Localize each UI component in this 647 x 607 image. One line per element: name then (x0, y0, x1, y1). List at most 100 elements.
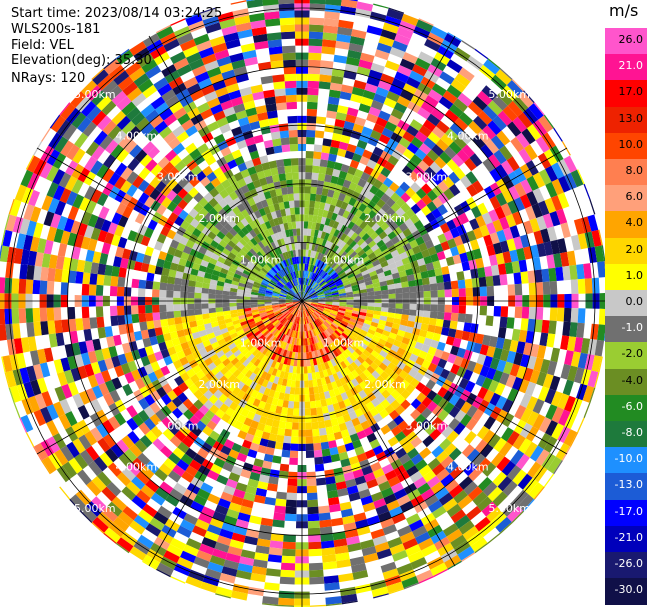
range-gate (338, 573, 354, 583)
range-gate (133, 514, 150, 529)
range-gate (91, 522, 105, 534)
range-gate (431, 505, 447, 519)
range-gate (337, 286, 345, 291)
range-gate (553, 253, 563, 268)
range-gate (200, 334, 209, 343)
range-gate (430, 339, 440, 349)
range-gate (329, 270, 336, 277)
range-gate (309, 291, 316, 297)
range-gate (450, 227, 461, 239)
range-gate (461, 552, 476, 562)
range-gate (396, 232, 406, 241)
range-gate (273, 308, 281, 313)
range-gate (285, 335, 290, 343)
range-gate (409, 303, 417, 310)
range-gate (328, 314, 336, 319)
range-gate (367, 374, 377, 383)
range-gate (275, 384, 282, 393)
range-gate (306, 122, 316, 131)
range-gate (415, 19, 434, 33)
range-gate (230, 346, 239, 354)
range-gate (329, 146, 339, 156)
range-gate (229, 302, 237, 307)
range-gate (77, 404, 90, 420)
colorbar-tick-label: 6.0 (625, 190, 644, 204)
range-gate (310, 314, 316, 321)
range-gate (431, 173, 443, 186)
range-gate (80, 510, 93, 523)
range-gate (418, 537, 434, 551)
range-gate (255, 332, 263, 340)
range-gate (443, 401, 455, 414)
range-gate (307, 366, 312, 374)
range-gate (304, 380, 309, 388)
range-gate (490, 74, 507, 91)
range-gate (386, 581, 404, 594)
range-gate (318, 427, 327, 436)
range-gate (347, 323, 355, 329)
range-gate (418, 18, 434, 26)
range-gate (424, 353, 435, 363)
range-gate (555, 266, 564, 281)
range-gate (397, 525, 412, 537)
range-gate (587, 246, 598, 264)
range-gate (268, 374, 276, 383)
range-gate (153, 319, 162, 329)
range-gate (394, 71, 409, 84)
range-gate (495, 516, 512, 533)
range-gate (413, 476, 427, 489)
range-gate (182, 398, 194, 410)
range-gate (67, 381, 79, 397)
range-gate (541, 132, 556, 150)
range-gate (477, 476, 493, 492)
range-gate (303, 249, 306, 257)
range-gate (506, 156, 520, 172)
range-gate (486, 367, 497, 380)
range-gate (287, 407, 294, 416)
range-gate (354, 168, 364, 179)
range-gate (591, 277, 600, 294)
range-gate (366, 159, 377, 170)
range-gate (325, 295, 333, 298)
range-gate (321, 340, 327, 348)
range-gate (518, 438, 532, 454)
range-gate (543, 114, 555, 129)
range-gate (96, 423, 109, 438)
range-gate (314, 350, 319, 358)
range-gate (187, 286, 196, 293)
range-gate (307, 264, 311, 272)
range-gate (430, 562, 448, 576)
range-gate (314, 285, 321, 291)
range-gate (421, 249, 431, 258)
range-gate (106, 501, 123, 517)
range-gate (332, 263, 340, 271)
range-gate (461, 261, 471, 272)
range-gate (432, 260, 441, 270)
range-gate (532, 257, 542, 271)
range-gate (342, 253, 350, 261)
range-gate (344, 150, 355, 160)
range-gate (324, 290, 332, 295)
range-gate (450, 280, 459, 290)
range-gate (320, 399, 328, 407)
range-gate (314, 320, 320, 327)
range-gate (41, 391, 53, 407)
range-gate (399, 181, 411, 193)
range-gate (204, 530, 220, 542)
range-gate (54, 268, 63, 283)
range-gate (376, 217, 386, 227)
range-gate (384, 252, 393, 261)
range-gate (457, 546, 475, 561)
range-gate (352, 123, 364, 134)
range-gate (387, 155, 399, 166)
range-gate (316, 308, 324, 313)
range-gate (291, 315, 296, 323)
range-gate (320, 324, 327, 331)
range-gate (330, 309, 338, 314)
range-gate (303, 373, 309, 381)
range-gate (161, 416, 173, 429)
range-gate (317, 304, 325, 308)
range-gate (335, 394, 344, 403)
range-gate (215, 303, 223, 308)
range-gate (472, 408, 484, 422)
